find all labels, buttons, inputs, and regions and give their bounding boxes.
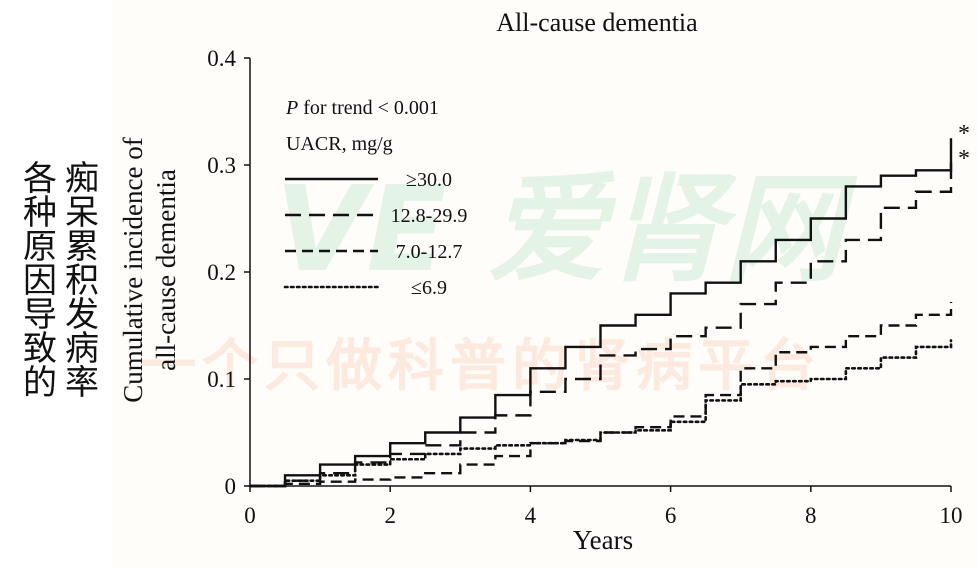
side-caption-line-2: 各种原因导致的: [16, 160, 57, 398]
y-axis-title: Cumulative incidence of all-cause dement…: [118, 137, 181, 402]
y-axis-title-line-1: Cumulative incidence of: [118, 137, 148, 402]
side-caption-line-1: 痴呆累积发病率: [58, 160, 99, 398]
chart-background: [112, 0, 978, 569]
y-axis-ticks: 0 0.1 0.2 0.3 0.4: [207, 46, 250, 499]
chart-title: All-cause dementia: [496, 8, 698, 37]
y-tick-label: 0.3: [207, 153, 236, 178]
x-tick-label: 10: [940, 503, 963, 528]
x-axis-title: Years: [573, 525, 633, 555]
x-tick-label: 0: [244, 503, 256, 528]
watermark: VE 爱肾网 一个只做科普的肾病平台: [140, 160, 858, 399]
watermark-brand: VE 爱肾网: [275, 160, 858, 298]
legend: ≥30.0 12.8-29.9 7.0-12.7 ≤6.9: [283, 169, 468, 299]
x-tick-label: 8: [805, 503, 817, 528]
significance-mark-2: *: [958, 146, 970, 172]
series-lines: [248, 138, 953, 488]
series-line-4: [248, 339, 953, 488]
legend-label-4: ≤6.9: [411, 277, 447, 299]
series-line-3: [250, 301, 953, 488]
trend-annotation: P for trend < 0.001: [285, 97, 439, 119]
series-line-2: [250, 162, 953, 488]
legend-label-2: 12.8-29.9: [391, 205, 468, 227]
significance-mark-1: *: [958, 121, 970, 147]
watermark-slogan: 一个只做科普的肾病平台: [140, 334, 822, 399]
y-tick-label: 0.4: [207, 46, 236, 71]
legend-label-1: ≥30.0: [406, 169, 452, 191]
x-tick-label: 4: [525, 503, 537, 528]
legend-label-3: 7.0-12.7: [396, 241, 463, 263]
y-tick-label: 0.1: [207, 367, 236, 392]
series-line-1: [250, 138, 953, 488]
x-axis-ticks: 0 2 4 6 8 10: [244, 486, 963, 528]
x-tick-label: 6: [665, 503, 677, 528]
y-tick-label: 0: [225, 474, 237, 499]
legend-title: UACR, mg/g: [286, 133, 393, 155]
y-axis-title-line-2: all-cause dementia: [151, 169, 181, 371]
x-tick-label: 2: [384, 503, 396, 528]
y-tick-label: 0.2: [207, 260, 236, 285]
